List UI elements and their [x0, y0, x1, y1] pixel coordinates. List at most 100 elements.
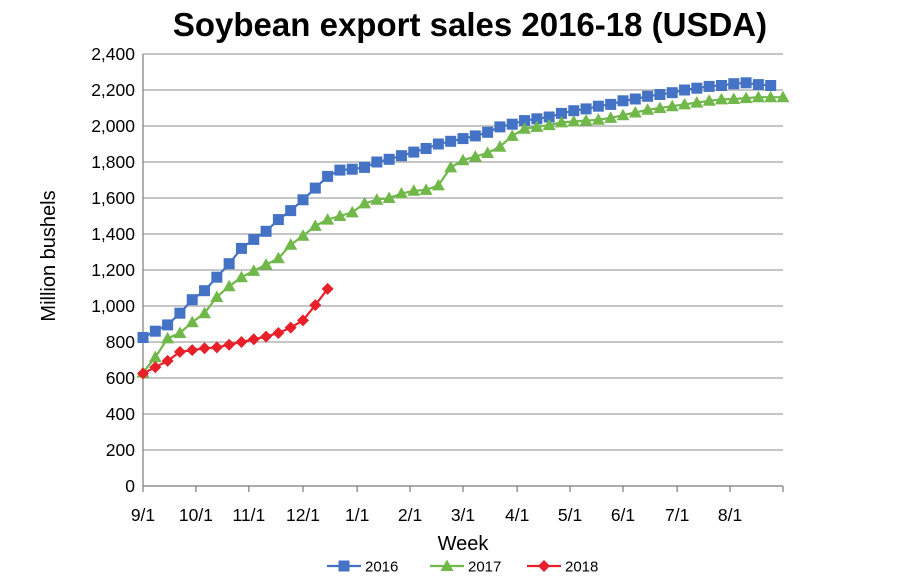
y-tick-label: 1,000: [91, 296, 135, 316]
data-point-2017: [431, 178, 445, 191]
x-tick-label: 4/1: [505, 505, 529, 525]
legend-item-2018: 2018: [527, 559, 598, 576]
x-tick-labels: 9/1 10/1 11/1 12/1 1/1 2/1 3/1 4/1 5/1 6/1 7/1 8/1: [131, 505, 742, 525]
chart-title: Soybean export sales 2016-18 (USDA): [172, 6, 768, 43]
x-tick-label: 2/1: [398, 505, 422, 525]
y-tick-label: 1,200: [91, 260, 135, 280]
data-point-2018: [223, 338, 236, 351]
data-point-2017: [394, 187, 408, 199]
y-tick-label: 1,600: [91, 188, 135, 208]
data-point-2016: [617, 95, 629, 107]
x-tick-label: 12/1: [286, 505, 320, 525]
data-point-2018: [161, 354, 174, 367]
data-point-2016: [765, 80, 777, 91]
data-point-2016: [740, 77, 752, 89]
data-point-2016: [383, 153, 395, 165]
data-point-2016: [457, 133, 469, 145]
legend-label: 2017: [468, 559, 501, 576]
data-point-2017: [444, 160, 458, 173]
data-point-2016: [469, 130, 481, 142]
series: [136, 77, 790, 380]
data-point-2016: [666, 87, 678, 99]
data-point-2017: [358, 196, 372, 209]
data-point-2017: [222, 279, 236, 292]
data-point-2016: [543, 111, 555, 123]
data-point-2016: [592, 100, 604, 112]
data-point-2017: [776, 90, 790, 103]
data-point-2016: [272, 214, 284, 226]
y-tick-label: 800: [106, 332, 135, 352]
data-point-2017: [296, 229, 310, 241]
data-point-2016: [445, 135, 457, 147]
x-tick-label: 6/1: [611, 505, 635, 525]
data-point-2018: [235, 336, 248, 348]
data-point-2018: [210, 341, 223, 354]
legend-label: 2016: [365, 559, 398, 576]
data-point-2017: [641, 103, 655, 115]
data-point-2016: [395, 150, 407, 162]
x-tick-label: 9/1: [131, 505, 155, 525]
data-point-2017: [148, 350, 162, 363]
data-point-2016: [531, 113, 543, 125]
data-point-2016: [359, 161, 371, 173]
data-point-2016: [211, 271, 223, 283]
y-tick-labels: 0 200 400 600 800 1,000 1,200 1,400 1,600 1,800 2,…: [91, 44, 135, 496]
data-point-2017: [616, 108, 630, 121]
data-point-2016: [432, 138, 444, 150]
data-point-2016: [223, 258, 235, 270]
data-point-2017: [751, 90, 765, 103]
y-tick-label: 200: [106, 440, 135, 460]
data-point-2016: [642, 90, 654, 102]
data-point-2017: [628, 106, 642, 118]
data-point-2018: [297, 314, 309, 327]
data-point-2017: [604, 111, 618, 123]
series-line-2016: [142, 81, 771, 339]
data-point-2018: [321, 282, 334, 295]
data-point-2017: [505, 129, 519, 141]
legend-item-2016: 2016: [327, 559, 398, 576]
data-point-2018: [247, 333, 260, 346]
data-point-2018: [272, 327, 285, 339]
data-point-2018: [309, 299, 322, 312]
data-point-2017: [518, 122, 532, 134]
data-point-2017: [690, 96, 704, 108]
data-point-2016: [728, 78, 740, 90]
y-tick-label: 2,000: [91, 116, 135, 136]
y-tick-label: 0: [125, 476, 135, 496]
data-point-2017: [554, 115, 568, 128]
data-point-2017: [198, 306, 212, 319]
data-point-2016: [555, 107, 567, 119]
x-tick-label: 10/1: [179, 505, 213, 525]
data-point-2017: [530, 120, 544, 132]
x-tick-label: 7/1: [665, 505, 689, 525]
x-tick-label: 5/1: [558, 505, 582, 525]
data-point-2016: [309, 182, 321, 194]
data-point-2017: [456, 153, 470, 166]
data-point-2016: [174, 307, 186, 319]
data-point-2016: [346, 163, 358, 175]
y-tick-label: 1,400: [91, 224, 135, 244]
y-axis-title: Million bushels: [38, 190, 60, 321]
data-point-2017: [419, 183, 433, 195]
legend-item-2017: 2017: [430, 559, 501, 576]
data-point-2016: [506, 118, 518, 130]
data-point-2016: [322, 170, 334, 182]
axes: [142, 54, 784, 492]
data-point-2016: [605, 98, 617, 110]
data-point-2016: [679, 84, 691, 96]
data-point-2017: [702, 94, 716, 106]
data-point-2016: [260, 225, 272, 237]
data-point-2017: [308, 219, 322, 231]
data-point-2016: [199, 285, 211, 297]
data-point-2016: [186, 294, 198, 306]
data-point-2016: [482, 126, 494, 138]
data-point-2017: [727, 92, 741, 104]
y-tick-label: 600: [106, 368, 135, 388]
x-tick-label: 3/1: [451, 505, 475, 525]
data-point-2017: [678, 97, 692, 110]
data-point-2016: [285, 205, 297, 217]
data-point-2016: [248, 233, 260, 245]
data-point-2017: [567, 115, 581, 127]
data-point-2016: [162, 319, 174, 331]
